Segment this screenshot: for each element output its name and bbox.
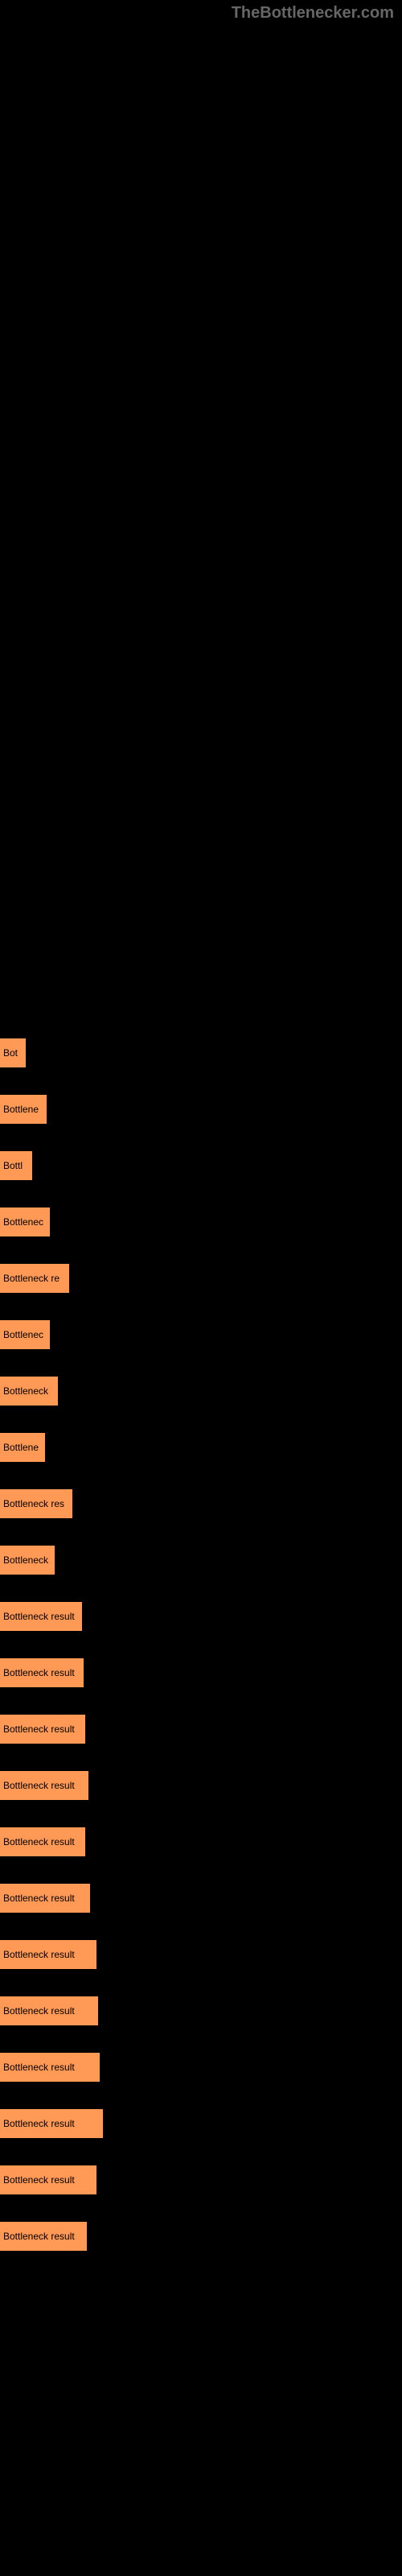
bar-label: Bottleneck result [3,2231,75,2242]
bar: Bottleneck result [0,1602,82,1631]
bar-label: Bottleneck result [3,2005,75,2017]
bar-label: Bottleneck result [3,1836,75,1847]
bar-label: Bottleneck res [3,1498,64,1509]
bar: Bottleneck result [0,2165,96,2194]
bar-label: Bottlene [3,1104,39,1115]
bar: Bot [0,1038,26,1067]
bar-label: Bottleneck result [3,1667,75,1678]
bar-label: Bottleneck result [3,2174,75,2186]
bar-row: Bottleneck result [0,1771,402,1800]
bar: Bottleneck [0,1546,55,1575]
bar-row: Bottleneck result [0,2053,402,2082]
bar: Bottleneck result [0,1771,88,1800]
bar-label: Bottleneck re [3,1273,59,1284]
bar-row: Bottleneck result [0,1827,402,1856]
bar: Bottleneck re [0,1264,69,1293]
bar-label: Bottleneck [3,1385,48,1397]
bar-row: Bottleneck re [0,1264,402,1293]
bar-label: Bottleneck result [3,1949,75,1960]
bar-label: Bottlenec [3,1329,43,1340]
bar: Bottleneck result [0,1940,96,1969]
bar-row: Bottleneck [0,1377,402,1406]
bar-row: Bottlenec [0,1208,402,1236]
bar-label: Bottleneck result [3,1893,75,1904]
bar-row: Bottleneck res [0,1489,402,1518]
bar-row: Bottleneck result [0,2109,402,2138]
bar-row: Bottleneck result [0,1940,402,1969]
bar-label: Bottleneck result [3,1611,75,1622]
bar-row: Bottlene [0,1095,402,1124]
bar: Bottl [0,1151,32,1180]
bar-label: Bottlenec [3,1216,43,1228]
bar: Bottlene [0,1095,47,1124]
bar-row: Bottleneck result [0,1715,402,1744]
bar-label: Bottleneck result [3,1780,75,1791]
bar-row: Bottleneck result [0,1996,402,2025]
bar-label: Bottleneck result [3,1724,75,1735]
bar-label: Bottleneck result [3,2062,75,2073]
bar: Bottleneck [0,1377,58,1406]
bar: Bottleneck result [0,1996,98,2025]
bar-label: Bottleneck [3,1554,48,1566]
bar: Bottleneck result [0,2109,103,2138]
bar-label: Bot [3,1047,18,1059]
bar-row: Bottleneck [0,1546,402,1575]
bar: Bottleneck result [0,1827,85,1856]
bar: Bottleneck result [0,1658,84,1687]
bar-row: Bottleneck result [0,1658,402,1687]
bar-row: Bottlene [0,1433,402,1462]
bar-label: Bottlene [3,1442,39,1453]
bar: Bottleneck result [0,2053,100,2082]
bar-label: Bottl [3,1160,23,1171]
bar: Bottlene [0,1433,45,1462]
bar: Bottleneck result [0,1884,90,1913]
bar-chart: Bot Bottlene Bottl Bottlenec Bottleneck re Bo… [0,0,402,2251]
bar-row: Bottl [0,1151,402,1180]
bar: Bottleneck res [0,1489,72,1518]
bar-row: Bottleneck result [0,2222,402,2251]
bar: Bottleneck result [0,1715,85,1744]
bar-row: Bottlenec [0,1320,402,1349]
bar: Bottlenec [0,1320,50,1349]
bar-row: Bottleneck result [0,1602,402,1631]
watermark-text: TheBottlenecker.com [232,4,394,23]
bar-label: Bottleneck result [3,2118,75,2129]
bar-row: Bottleneck result [0,1884,402,1913]
bar-row: Bot [0,1038,402,1067]
bar: Bottleneck result [0,2222,87,2251]
bar-row: Bottleneck result [0,2165,402,2194]
bar: Bottlenec [0,1208,50,1236]
